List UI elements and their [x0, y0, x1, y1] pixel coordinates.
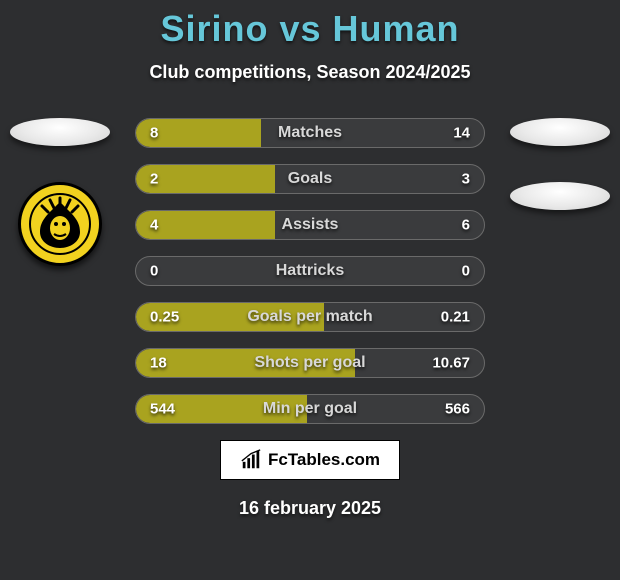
stat-value-right: 0	[462, 263, 470, 280]
stat-value-right: 566	[445, 401, 470, 418]
left-player-column	[5, 118, 115, 266]
fctables-logo[interactable]: FcTables.com	[220, 440, 400, 480]
stat-bar-fill-left	[136, 303, 324, 331]
player1-club-crest	[18, 182, 102, 266]
stat-bar-fill-left	[136, 119, 261, 147]
stat-bar-row: 0.250.21Goals per match	[135, 302, 485, 332]
subtitle: Club competitions, Season 2024/2025	[0, 62, 620, 83]
stat-bar-row: 46Assists	[135, 210, 485, 240]
comparison-title: Sirino vs Human	[0, 0, 620, 50]
player2-name: Human	[333, 8, 460, 49]
fctables-logo-text: FcTables.com	[268, 450, 380, 470]
stat-value-right: 0.21	[441, 309, 470, 326]
stat-bar-row: 544566Min per goal	[135, 394, 485, 424]
stats-bars-container: 814Matches 23Goals 46Assists 0 0Hattricks 0.2…	[135, 118, 485, 424]
player1-photo-placeholder	[10, 118, 110, 146]
stat-bar-fill-left	[136, 165, 275, 193]
right-player-column	[505, 118, 615, 210]
stat-bar-row: 814Matches	[135, 118, 485, 148]
chart-icon	[240, 449, 262, 471]
stat-bar-row: 0 0Hattricks	[135, 256, 485, 286]
stat-bar-row: 1810.67Shots per goal	[135, 348, 485, 378]
stat-bar-row: 23Goals	[135, 164, 485, 194]
stat-value-right: 14	[453, 125, 470, 142]
stat-value-left: 0	[150, 263, 158, 280]
player1-name: Sirino	[160, 8, 268, 49]
kaizer-chiefs-crest-icon	[28, 192, 92, 256]
stat-bar-fill-left	[136, 349, 355, 377]
player2-photo-placeholder	[510, 118, 610, 146]
stat-bar-fill-left	[136, 395, 307, 423]
title-vs: vs	[279, 8, 321, 49]
stat-bar-fill-left	[136, 211, 275, 239]
date-label: 16 february 2025	[0, 498, 620, 519]
stat-label: Hattricks	[136, 262, 484, 280]
stat-value-right: 6	[462, 217, 470, 234]
stat-value-right: 3	[462, 171, 470, 188]
player2-club-placeholder	[510, 182, 610, 210]
stat-value-right: 10.67	[432, 355, 470, 372]
